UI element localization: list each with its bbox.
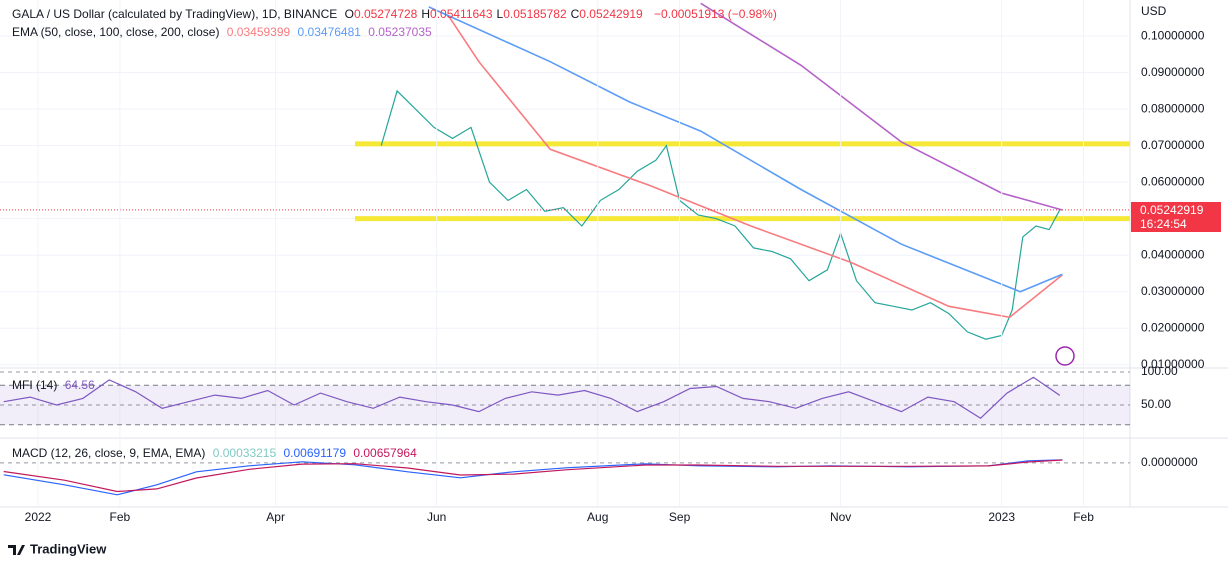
series-line xyxy=(3,459,1063,496)
x-tick-label: Feb xyxy=(110,510,131,524)
symbol: GALA / US Dollar (calculated by TradingV… xyxy=(12,7,338,21)
brand: TradingView xyxy=(30,541,107,556)
y-tick-label: 0.02000000 xyxy=(1141,320,1205,334)
macd-value: 0.00657964 xyxy=(353,446,417,460)
ohlc-key: H xyxy=(421,7,431,21)
ohlc-value: 0.05411643 xyxy=(430,7,493,21)
macd-legend: MACD (12, 26, close, 9, EMA, EMA) 0.0003… xyxy=(12,446,421,460)
y-tick-label: 0.0000000 xyxy=(1141,455,1198,469)
mfi-legend: MFI (14) 64.56 xyxy=(12,378,99,392)
y-tick-label: 0.04000000 xyxy=(1141,247,1205,261)
ema-value: 0.05237035 xyxy=(368,25,432,39)
ohlc-value: 0.05274728 xyxy=(353,7,418,21)
y-tick-label: 0.03000000 xyxy=(1141,284,1205,298)
change: −0.00051913 (−0.98%) xyxy=(654,7,777,21)
countdown: 16:24:54 xyxy=(1140,217,1187,231)
x-tick-label: Apr xyxy=(266,510,285,524)
x-tick-label: Feb xyxy=(1073,510,1094,524)
y-tick-label: 100.00 xyxy=(1141,364,1178,378)
event-icon[interactable] xyxy=(1055,346,1075,366)
y-tick-label: 0.09000000 xyxy=(1141,65,1205,79)
ohlc-key: C xyxy=(570,7,580,21)
ema-legend: EMA (50, close, 100, close, 200, close) … xyxy=(12,25,436,39)
macd-value: 0.00033215 xyxy=(212,446,277,460)
x-tick-label: 2022 xyxy=(25,510,52,524)
ohlc-value: 0.05185782 xyxy=(503,7,567,21)
y-tick-label: 0.08000000 xyxy=(1141,101,1205,115)
x-tick-label: Jun xyxy=(427,510,446,524)
ohlc-key: L xyxy=(496,7,504,21)
y-tick-label: 50.00 xyxy=(1141,397,1171,411)
y-tick-label: 0.06000000 xyxy=(1141,174,1205,188)
last-price: 0.05242919 xyxy=(1140,203,1204,217)
ohlc-value: 0.05242919 xyxy=(579,7,643,21)
mfi-band xyxy=(0,385,1130,425)
mfi-value: 64.56 xyxy=(64,378,95,392)
ohlc-key: O xyxy=(344,7,354,21)
series-line xyxy=(380,89,1061,340)
ohlc: O0.05274728 H0.05411643 L0.05185782 C0.0524… xyxy=(345,7,647,21)
macd-label: MACD (12, 26, close, 9, EMA, EMA) xyxy=(12,446,206,460)
ema-label: EMA (50, close, 100, close, 200, close) xyxy=(12,25,220,39)
ema-value: 0.03459399 xyxy=(226,25,291,39)
series-line xyxy=(428,6,1063,293)
macd-value: 0.00691179 xyxy=(283,446,346,460)
x-tick-label: Nov xyxy=(830,510,851,524)
series-line xyxy=(700,2,1063,211)
symbol-legend: GALA / US Dollar (calculated by TradingV… xyxy=(12,7,781,21)
x-tick-label: Aug xyxy=(587,510,608,524)
y-tick-label: 0.01000000 xyxy=(1141,357,1205,371)
y-tick-label: 0.10000000 xyxy=(1141,28,1205,42)
brand-logo xyxy=(8,545,25,555)
series-line xyxy=(3,459,1063,493)
y-tick-label: 0.07000000 xyxy=(1141,138,1205,152)
series-line xyxy=(449,17,1063,319)
x-tick-label: 2023 xyxy=(988,510,1015,524)
ema-value: 0.03476481 xyxy=(297,25,361,39)
last-price-box xyxy=(1131,202,1221,232)
currency: USD xyxy=(1141,4,1167,18)
mfi-label: MFI (14) xyxy=(12,378,58,392)
x-tick-label: Sep xyxy=(669,510,691,524)
series-line xyxy=(3,376,1061,419)
